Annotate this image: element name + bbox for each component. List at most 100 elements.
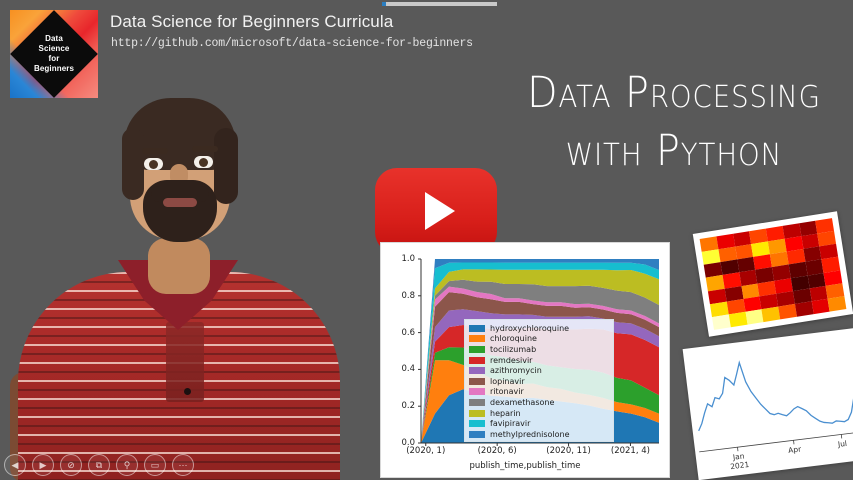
legend-swatch — [469, 324, 485, 332]
page-title: Data Science for Beginners Curricula — [110, 12, 394, 31]
heatmap-cell — [827, 295, 847, 312]
x-tick-1: (2020, 6) — [477, 446, 517, 456]
y-tick-0.8: 0.8 — [401, 290, 415, 301]
legend-item: azithromycin — [469, 365, 609, 376]
heatmap-cell — [811, 298, 830, 315]
axes-group — [420, 259, 659, 444]
x-tick-0: (2020, 1) — [406, 446, 446, 456]
heatmap-thumbnail — [692, 211, 853, 337]
legend-swatch — [469, 377, 485, 385]
heatmap-cell — [711, 314, 731, 330]
video-progress-fill — [382, 2, 386, 6]
no-entry-icon[interactable]: ⊘ — [60, 454, 82, 476]
legend-swatch — [469, 367, 485, 375]
legend-swatch — [469, 430, 485, 438]
area-heparin — [421, 269, 659, 443]
area-dexamethasone — [421, 279, 659, 443]
line-chart-tickmarks — [737, 434, 843, 452]
legend-swatch — [469, 356, 485, 364]
legend-label: remdesivir — [490, 355, 533, 365]
heatmap-cell — [745, 309, 764, 325]
play-icon[interactable]: ▶ — [32, 454, 54, 476]
logo-line-2: Science — [38, 44, 70, 53]
x-tick-3: (2021, 4) — [610, 446, 650, 456]
course-logo: Data Science for Beginners — [10, 10, 98, 98]
presenter — [10, 72, 350, 480]
logo-text: Data Science for Beginners — [10, 10, 98, 98]
y-tick-0.4: 0.4 — [401, 364, 415, 375]
repo-url: http://github.com/microsoft/data-science… — [111, 37, 473, 50]
line-chart-svg — [698, 360, 853, 453]
legend-label: azithromycin — [490, 366, 542, 376]
line-chart-thumbnail: Jan 2021 Apr Jul — [682, 327, 853, 480]
legend-label: dexamethasone — [490, 397, 555, 407]
logo-line-3: for — [48, 54, 60, 63]
legend-label: heparin — [490, 408, 521, 418]
y-tick-0.6: 0.6 — [401, 327, 415, 338]
x-tick-2: (2020, 11) — [546, 446, 591, 456]
player-controls[interactable]: ◀ ▶ ⊘ ⧉ ⚲ ▭ ⋯ — [0, 452, 204, 478]
legend-swatch — [469, 388, 485, 396]
legend-item: dexamethasone — [469, 397, 609, 408]
legend-item: lopinavir — [469, 376, 609, 387]
legend-item: hydroxychloroquine — [469, 323, 609, 334]
legend-label: tocilizumab — [490, 344, 537, 354]
heatmap-cell — [794, 301, 814, 317]
legend-label: favipiravir — [490, 419, 531, 429]
overlay-title: Data Processing with Python — [514, 64, 834, 180]
legend-swatch — [469, 335, 485, 343]
legend-label: chloroquine — [490, 334, 537, 344]
legend-swatch — [469, 398, 485, 406]
legend-swatch — [469, 345, 485, 353]
more-icon[interactable]: ⋯ — [172, 454, 194, 476]
presenter-pupil-right — [199, 158, 208, 167]
overlay-title-line1: Data Processing — [527, 68, 821, 118]
chart-legend: hydroxychloroquine chloroquine tocilizumab… — [464, 319, 614, 442]
presenter-hair-right — [214, 128, 238, 204]
legend-item: methylprednisolone — [469, 429, 609, 440]
logo-line-4: Beginners — [33, 64, 75, 73]
copy-icon[interactable]: ⧉ — [88, 454, 110, 476]
heatmap-grid — [699, 218, 847, 330]
tick-marks-group — [418, 258, 631, 446]
youtube-play-button[interactable] — [375, 168, 497, 254]
legend-item: favipiravir — [469, 418, 609, 429]
y-tick-0.2: 0.2 — [401, 401, 415, 412]
overlay-title-line2: with Python — [565, 126, 783, 176]
presenter-brow-left — [142, 148, 168, 154]
stacked-area-chart: 0.0 0.2 0.4 0.6 0.8 1.0 (2020, 1) (2020, 6) (20… — [381, 243, 669, 477]
legend-item: ritonavir — [469, 387, 609, 398]
logo-line-1: Data — [45, 34, 63, 43]
legend-item: chloroquine — [469, 334, 609, 345]
heatmap-cell — [761, 306, 781, 323]
presenter-brow-right — [192, 146, 218, 152]
legend-item: tocilizumab — [469, 344, 609, 355]
heatmap-cell — [728, 311, 748, 328]
legend-item: remdesivir — [469, 355, 609, 366]
x-axis-label: publish_time,publish_time — [469, 461, 581, 471]
presenter-hair-left — [122, 128, 144, 200]
y-tick-1.0: 1.0 — [401, 254, 415, 264]
presenter-neck — [148, 238, 210, 294]
legend-item: heparin — [469, 408, 609, 419]
legend-swatch — [469, 420, 485, 428]
area-lopinavir — [421, 292, 659, 443]
back-icon[interactable]: ◀ — [4, 454, 26, 476]
presenter-pupil-left — [149, 160, 158, 169]
area-azithromycin — [421, 309, 659, 443]
legend-label: methylprednisolone — [490, 429, 570, 439]
line-series — [698, 360, 853, 432]
legend-label: hydroxychloroquine — [490, 323, 570, 333]
search-icon[interactable]: ⚲ — [116, 454, 138, 476]
legend-label: lopinavir — [490, 376, 525, 386]
heatmap-cell — [778, 303, 797, 320]
play-triangle-icon — [425, 192, 455, 230]
shirt-button — [184, 388, 191, 395]
window-icon[interactable]: ▭ — [144, 454, 166, 476]
video-progress-track[interactable] — [382, 2, 497, 6]
y-tick-0.0: 0.0 — [401, 438, 415, 448]
legend-swatch — [469, 409, 485, 417]
presenter-mouth — [163, 198, 197, 207]
legend-label: ritonavir — [490, 387, 524, 397]
